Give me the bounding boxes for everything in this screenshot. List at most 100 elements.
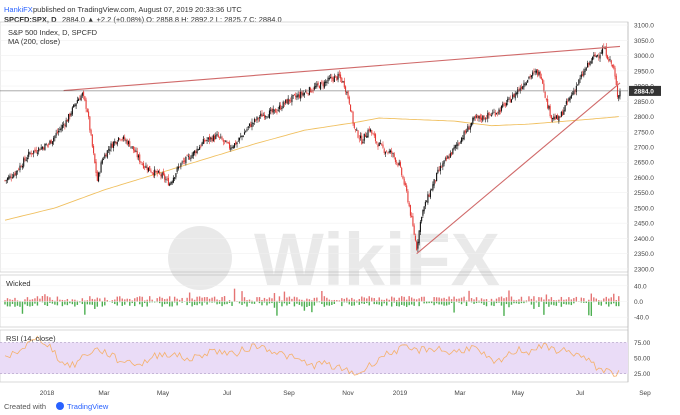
candle-body: [438, 169, 440, 171]
candle-body: [293, 94, 295, 96]
candle-body: [404, 183, 406, 185]
wicked-bar-down: [430, 301, 433, 304]
wicked-bar-down: [463, 301, 465, 303]
wicked-bar-down: [14, 301, 16, 307]
candle-body: [613, 65, 615, 69]
candle-body: [8, 176, 10, 180]
candle-body: [114, 141, 116, 144]
candle-body: [402, 176, 404, 179]
wicked-bar-down: [96, 301, 99, 307]
wicked-bar-up: [203, 297, 206, 302]
candle-body: [382, 144, 384, 148]
publisher-link[interactable]: HankiFX: [4, 5, 33, 14]
candle-body: [490, 115, 493, 117]
tradingview-link[interactable]: TradingView: [67, 402, 109, 411]
price-tick-label: 2750.0: [634, 129, 654, 136]
candle-body: [437, 169, 439, 173]
candle-body: [14, 172, 16, 176]
wicked-bar-down: [316, 301, 318, 303]
candle-body: [456, 144, 458, 146]
candle-body: [504, 103, 506, 107]
wicked-bar-down: [565, 301, 568, 305]
wicked-bar-down: [445, 301, 448, 306]
wicked-bar-down: [241, 301, 243, 306]
candle-body: [393, 153, 395, 158]
candle-body: [141, 164, 143, 165]
wicked-bar-up: [233, 288, 236, 302]
candle-body: [26, 157, 29, 159]
wicked-bar-up: [405, 299, 408, 302]
candle-body: [518, 89, 520, 91]
time-tick-label: 2018: [40, 390, 55, 397]
wicked-bar-down: [610, 301, 612, 305]
wicked-bar-down: [129, 301, 131, 306]
candle-body: [462, 138, 464, 140]
wicked-bar-up: [455, 298, 458, 302]
candle-body: [236, 142, 238, 145]
candle-body: [192, 151, 194, 156]
wicked-bar-down: [450, 301, 453, 304]
candle-body: [585, 68, 587, 70]
candle-body: [265, 116, 267, 117]
candle-body: [408, 202, 410, 207]
wicked-bar-up: [398, 297, 400, 302]
candle-body: [11, 177, 14, 179]
candle-body: [478, 115, 480, 119]
candle-body: [132, 146, 135, 151]
wicked-bar-down: [171, 301, 173, 307]
wicked-bar-down: [533, 301, 535, 309]
candle-body: [172, 177, 174, 183]
wicked-bar-up: [510, 296, 513, 302]
wicked-bar-down: [258, 301, 261, 304]
wicked-bar-up: [11, 299, 14, 302]
time-tick-label: May: [157, 390, 170, 397]
time-tick-label: Jul: [223, 390, 232, 397]
candle-body: [547, 99, 549, 109]
lower-trendline: [416, 82, 621, 255]
wicked-bar-down: [64, 301, 66, 305]
candle-body: [520, 86, 523, 89]
candle-body: [352, 112, 354, 124]
candle-body: [498, 109, 500, 115]
candle-body: [500, 105, 503, 111]
wicked-bar-up: [51, 299, 54, 302]
candle-body: [310, 88, 312, 93]
candle-body: [63, 124, 65, 126]
candle-body: [71, 107, 73, 115]
candle-body: [407, 191, 409, 203]
candle-body: [204, 140, 206, 142]
wicked-bar-down: [605, 301, 607, 305]
candle-body: [137, 155, 140, 158]
wicked-bar-up: [116, 296, 118, 302]
candle-body: [347, 90, 349, 99]
wicked-bar-up: [176, 298, 178, 302]
wicked-bar-up: [331, 300, 333, 302]
wicked-bar-up: [403, 296, 405, 302]
wicked-bar-up: [418, 298, 420, 302]
wicked-bar-up: [458, 298, 460, 302]
candle-body: [312, 89, 314, 91]
wicked-bar-up: [46, 296, 49, 302]
candle-body: [238, 137, 241, 141]
wicked-bar-down: [500, 301, 503, 306]
candle-body: [439, 165, 441, 171]
candle-body: [604, 47, 606, 49]
wicked-bar-down: [573, 301, 575, 304]
time-tick-label: Mar: [454, 390, 466, 397]
wicked-bar-down: [396, 301, 398, 307]
wicked-bar-up: [188, 292, 191, 302]
candle-body: [424, 201, 426, 207]
wicked-bar-down: [608, 301, 610, 307]
candle-body: [348, 97, 350, 104]
wicked-bar-up: [533, 296, 535, 302]
candle-body: [242, 135, 244, 137]
wicked-bar-down: [196, 301, 198, 306]
last-price-label: 2884.0: [634, 88, 654, 95]
wicked-bar-down: [485, 301, 488, 307]
wicked-bar-up: [420, 296, 423, 302]
price-tick-label: 2950.0: [634, 68, 654, 75]
header: HankiFX published on TradingView.com, Au…: [4, 5, 282, 24]
candle-body: [73, 104, 75, 108]
candle-body: [186, 155, 188, 157]
wicked-bar-down: [116, 301, 118, 306]
